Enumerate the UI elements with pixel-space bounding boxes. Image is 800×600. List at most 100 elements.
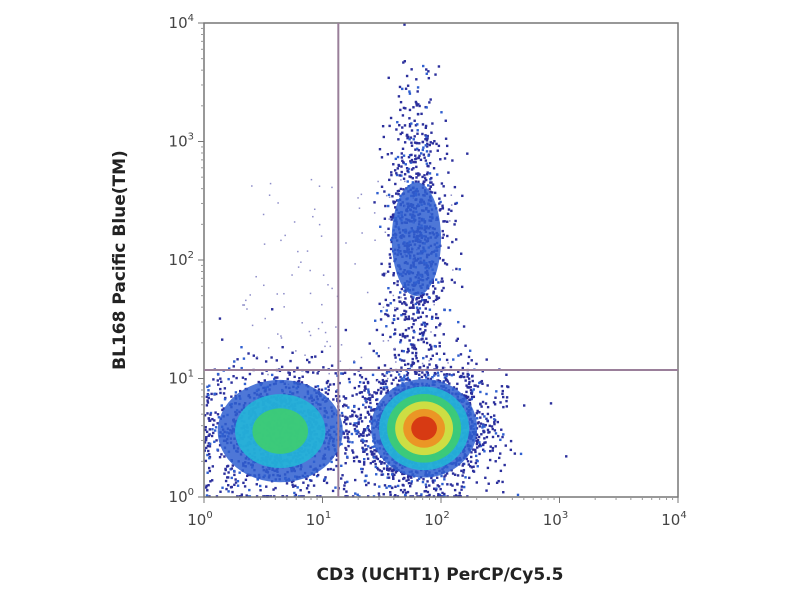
event-dot (399, 341, 402, 344)
event-dot (357, 407, 361, 411)
event-dot (471, 379, 474, 383)
event-dot (366, 410, 370, 414)
event-dot (416, 129, 419, 132)
event-dot (223, 455, 226, 458)
event-dot (449, 220, 451, 222)
event-dot (403, 488, 406, 492)
event-dot (455, 339, 458, 342)
event-dot (400, 152, 403, 155)
event-dot (318, 223, 321, 226)
event-dot (213, 429, 217, 432)
event-dot (393, 353, 397, 357)
event-dot (411, 176, 414, 180)
event-dot (441, 206, 444, 210)
event-dot (425, 150, 429, 153)
event-dot (392, 318, 396, 321)
event-dot (293, 221, 296, 223)
event-dot (385, 325, 388, 328)
event-dot (332, 468, 335, 471)
event-dot (399, 108, 402, 112)
event-dot (412, 319, 416, 322)
event-dot (412, 336, 415, 339)
event-dot (475, 411, 478, 415)
y-tick-label: 103 (169, 132, 194, 151)
event-dot (388, 262, 391, 266)
event-dot (244, 377, 247, 381)
event-dot (399, 488, 403, 492)
event-dot (484, 423, 487, 427)
event-dot (440, 277, 444, 280)
event-dot (417, 156, 420, 160)
event-dot (310, 355, 314, 359)
event-dot (436, 371, 440, 374)
event-dot (405, 134, 409, 137)
event-dot (429, 98, 432, 101)
event-dot (349, 422, 352, 425)
event-dot (406, 350, 409, 354)
event-dot (400, 378, 403, 381)
event-dot (468, 386, 471, 389)
event-dot (397, 379, 401, 382)
event-dot (379, 382, 383, 385)
event-dot (418, 154, 421, 158)
event-dot (270, 308, 274, 311)
event-dot (211, 465, 215, 468)
event-dot (426, 171, 429, 174)
event-dot (415, 141, 418, 145)
event-dot (347, 406, 350, 409)
event-dot (475, 362, 478, 366)
event-dot (291, 274, 293, 276)
event-dot (393, 473, 396, 477)
event-dot (329, 383, 332, 386)
event-dot (223, 398, 227, 401)
event-dot (426, 480, 429, 483)
event-dot (425, 337, 428, 340)
event-dot (394, 356, 397, 359)
event-dot (403, 335, 407, 338)
event-dot (441, 229, 444, 233)
event-dot (205, 430, 209, 434)
event-dot (326, 340, 328, 343)
event-dot (216, 379, 219, 382)
event-dot (400, 349, 404, 353)
event-dot (481, 426, 484, 429)
event-dot (418, 142, 421, 145)
event-dot (385, 375, 387, 377)
event-dot (379, 386, 383, 390)
event-dot (499, 452, 502, 455)
event-dot (408, 154, 412, 157)
event-dot (502, 433, 505, 436)
event-dot (402, 188, 405, 191)
event-dot (402, 376, 406, 379)
event-dot (386, 476, 389, 479)
event-dot (345, 455, 349, 459)
event-dot (396, 370, 399, 373)
event-dot (375, 402, 379, 406)
event-dot (215, 439, 218, 442)
event-dot (422, 146, 425, 149)
event-dot (220, 453, 223, 456)
event-dot (522, 404, 526, 407)
event-dot (485, 392, 488, 396)
event-dot (409, 161, 413, 164)
event-dot (439, 322, 442, 326)
event-dot (339, 477, 343, 480)
event-dot (450, 194, 453, 196)
event-dot (403, 141, 407, 144)
event-dot (267, 347, 270, 349)
event-dot (398, 85, 402, 89)
event-dot (472, 388, 475, 391)
event-dot (410, 144, 414, 147)
event-dot (401, 332, 405, 336)
event-dot (375, 455, 378, 458)
event-dot (478, 452, 481, 456)
event-dot (426, 300, 429, 304)
event-dot (488, 424, 491, 428)
event-dot (453, 473, 457, 476)
event-dot (353, 405, 356, 408)
event-dot (358, 381, 362, 384)
event-dot (452, 386, 456, 389)
event-dot (386, 303, 389, 307)
event-dot (367, 425, 370, 428)
event-dot (381, 124, 385, 128)
